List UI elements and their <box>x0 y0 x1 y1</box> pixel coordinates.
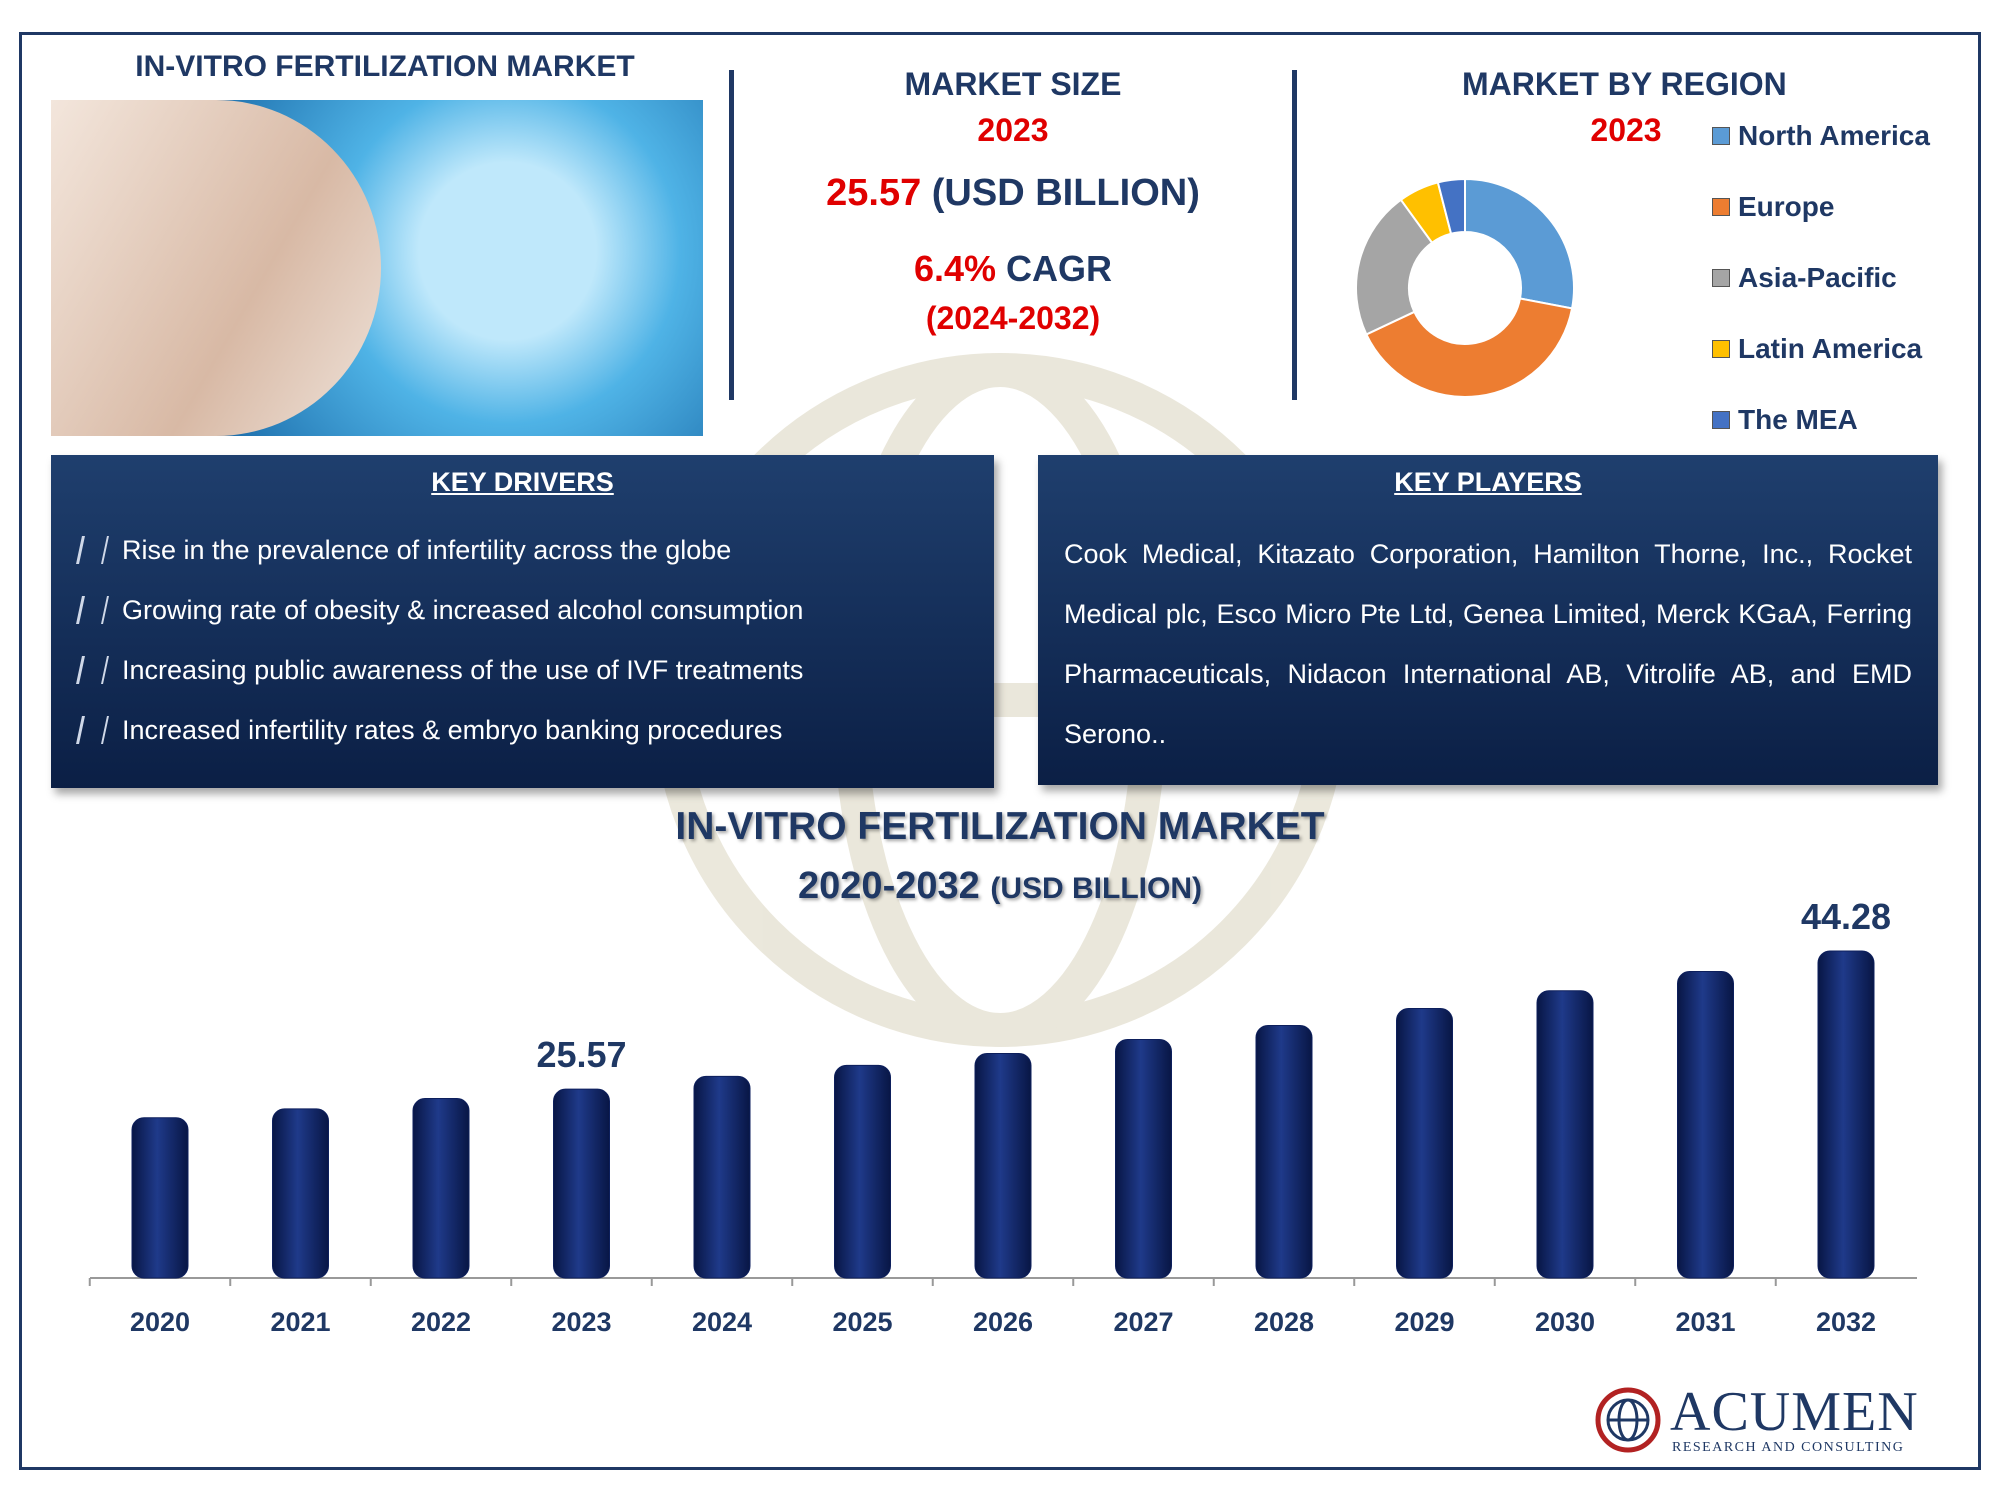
donut-slice <box>1355 198 1434 336</box>
key-players-heading: KEY PLAYERS <box>1394 467 1582 497</box>
key-drivers-list: Rise in the prevalence of infertility ac… <box>51 520 994 760</box>
x-tick-label: 2029 <box>1394 1307 1454 1337</box>
driver-icon <box>76 596 109 624</box>
value-label: 25.57 <box>536 1034 626 1075</box>
cagr-period: (2024-2032) <box>925 300 1101 336</box>
driver-text: Increased infertility rates & embryo ban… <box>122 714 783 745</box>
bar <box>834 1064 891 1279</box>
legend-label: Asia-Pacific <box>1738 262 1897 293</box>
legend-label: North America <box>1738 120 1930 151</box>
x-tick-label: 2020 <box>130 1307 190 1337</box>
key-players-panel: KEY PLAYERS Cook Medical, Kitazato Corpo… <box>1038 455 1938 785</box>
driver-item: Growing rate of obesity & increased alco… <box>76 580 994 640</box>
header-title: IN-VITRO FERTILIZATION MARKET <box>135 50 635 83</box>
cagr-line: 6.4% CAGR <box>760 248 1266 290</box>
driver-text: Growing rate of obesity & increased alco… <box>122 594 804 625</box>
market-size-year: 2023 <box>977 112 1049 148</box>
bar <box>974 1053 1032 1279</box>
legend-entry: Asia-Pacific <box>1712 262 1897 294</box>
legend-entry: Latin America <box>1712 333 1922 365</box>
driver-item: Increased infertility rates & embryo ban… <box>76 700 994 760</box>
key-drivers-heading: KEY DRIVERS <box>431 467 614 497</box>
bar <box>1817 950 1875 1279</box>
bar <box>1396 1007 1453 1279</box>
donut-slice <box>1464 177 1575 310</box>
x-tick-label: 2030 <box>1535 1307 1595 1337</box>
donut-chart <box>1355 177 1575 398</box>
logo: ACUMEN RESEARCH AND CONSULTING <box>1592 1380 1942 1460</box>
market-size-heading: MARKET SIZE <box>904 66 1122 102</box>
bar <box>693 1075 751 1279</box>
x-tick-label: 2023 <box>551 1307 611 1337</box>
x-tick-label: 2021 <box>270 1307 330 1337</box>
region-year: 2023 <box>1590 112 1662 148</box>
driver-text: Increasing public awareness of the use o… <box>122 654 804 685</box>
divider <box>729 70 734 400</box>
legend-entry: North America <box>1712 120 1930 152</box>
legend-label: Latin America <box>1738 333 1923 364</box>
bar <box>1115 1038 1172 1279</box>
donut-slice <box>1436 177 1466 235</box>
region-title: MARKET BY REGION <box>1462 66 1787 102</box>
logo-globe <box>1595 1387 1661 1453</box>
driver-text: Rise in the prevalence of infertility ac… <box>122 534 732 565</box>
photo-figure <box>51 100 381 436</box>
bar-chart: 2020 2021 2022 2023 25.57 2024 2025 2026 2027 202… <box>88 900 1917 1337</box>
x-tick-label: 2025 <box>832 1307 892 1337</box>
legend-label: Europe <box>1738 191 1835 222</box>
legend-swatch <box>1712 340 1730 358</box>
x-tick-label: 2024 <box>692 1307 752 1337</box>
cagr-value: 6.4% <box>913 248 997 289</box>
x-tick-label: 2028 <box>1254 1307 1314 1337</box>
bar-chart-subtitle-line: 2020-2032 (USD BILLION) <box>500 865 1500 908</box>
frame <box>19 32 1981 1470</box>
legend-swatch <box>1712 411 1730 429</box>
x-tick-label: 2031 <box>1675 1307 1735 1337</box>
legend-entry: Europe <box>1712 191 1834 223</box>
market-size-value: 25.57 <box>826 172 922 214</box>
value-label: 44.28 <box>1801 900 1891 937</box>
key-players-text: Cook Medical, Kitazato Corporation, Hami… <box>1064 539 1912 749</box>
bar <box>1677 971 1734 1279</box>
legend-label: The MEA <box>1738 404 1858 435</box>
bar <box>553 1088 610 1279</box>
bar <box>412 1098 470 1279</box>
x-tick-label: 2026 <box>973 1307 1033 1337</box>
driver-item: Rise in the prevalence of infertility ac… <box>76 520 994 580</box>
bar <box>272 1108 329 1279</box>
donut-slice <box>1365 297 1574 398</box>
bar <box>131 1117 189 1279</box>
legend-swatch <box>1712 269 1730 287</box>
legend-entry: The MEA <box>1712 404 1858 436</box>
logo-name: ACUMEN <box>1670 1381 1919 1443</box>
driver-icon <box>76 656 109 684</box>
bar <box>1536 990 1594 1279</box>
x-tick-label: 2032 <box>1816 1307 1876 1337</box>
driver-item: Increasing public awareness of the use o… <box>76 640 994 700</box>
photo <box>51 100 703 436</box>
bar-chart-subtitle: 2020-2032 <box>798 865 980 907</box>
legend-swatch <box>1712 127 1730 145</box>
market-size-unit: (USD BILLION) <box>931 172 1200 214</box>
x-tick-label: 2022 <box>411 1307 471 1337</box>
driver-icon <box>76 536 109 564</box>
legend-swatch <box>1712 198 1730 216</box>
market-size-line: 25.57 (USD BILLION) <box>760 172 1266 215</box>
x-tick-label: 2027 <box>1113 1307 1173 1337</box>
bar <box>1255 1024 1313 1279</box>
key-drivers-panel: KEY DRIVERS Rise in the prevalence of in… <box>51 455 994 788</box>
cagr-label: CAGR <box>1006 248 1113 289</box>
divider <box>1292 70 1297 400</box>
logo-tagline: RESEARCH AND CONSULTING <box>1672 1440 1905 1455</box>
bar-chart-title: IN-VITRO FERTILIZATION MARKET <box>675 805 1325 848</box>
bar-chart-unit: (USD BILLION) <box>990 872 1202 905</box>
driver-icon <box>76 716 109 744</box>
